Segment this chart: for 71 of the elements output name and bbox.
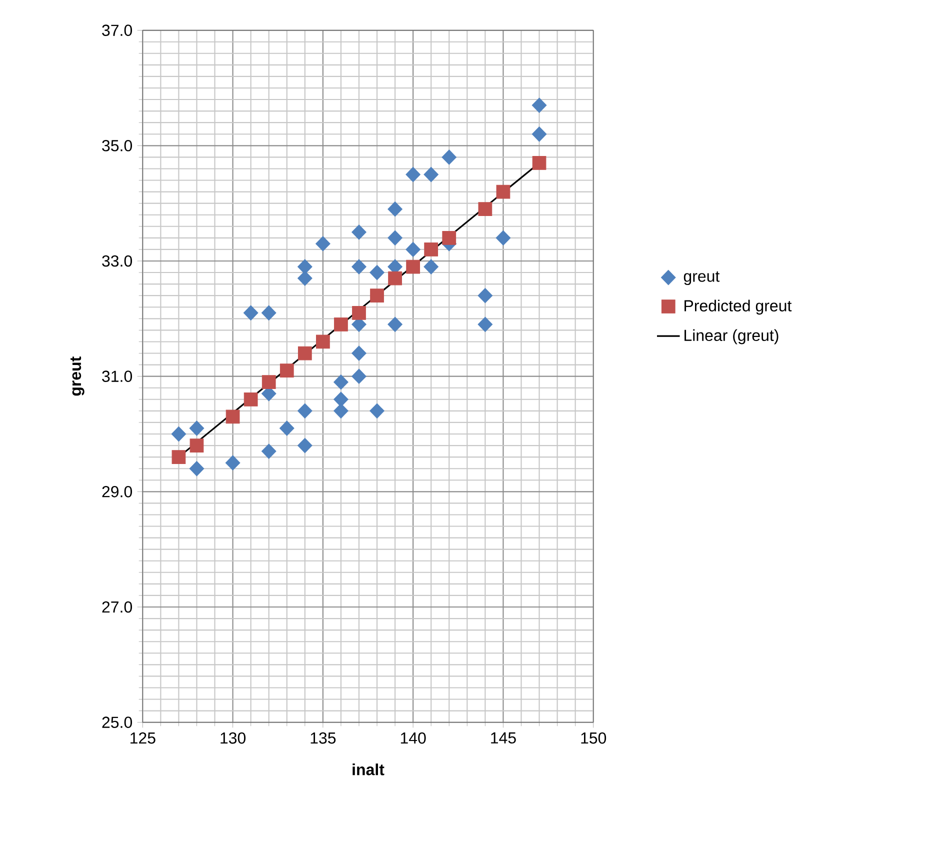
point <box>225 455 240 470</box>
point <box>334 392 348 407</box>
x-tick-label: 135 <box>310 732 336 744</box>
point <box>261 444 276 459</box>
point <box>532 98 547 113</box>
point <box>352 259 366 274</box>
point <box>261 305 276 320</box>
point <box>478 316 493 332</box>
y-axis-title: greut <box>70 356 84 396</box>
point <box>370 403 384 419</box>
legend-label: Linear (greut) <box>684 329 778 344</box>
point <box>496 184 510 199</box>
point <box>388 230 402 246</box>
legend-label: greut <box>684 271 720 286</box>
point <box>298 346 312 360</box>
point <box>478 288 493 304</box>
y-tick-label: 29.0 <box>102 486 132 498</box>
x-axis-title: inalt <box>352 764 384 776</box>
x-tick-label: 130 <box>220 732 246 744</box>
y-tick-label: 27.0 <box>102 601 132 613</box>
point <box>280 364 294 378</box>
point <box>297 270 312 286</box>
point <box>388 316 402 332</box>
point <box>442 150 457 165</box>
point <box>388 271 402 286</box>
point <box>334 403 348 419</box>
point <box>189 460 204 476</box>
y-tick-label: 33.0 <box>102 255 132 267</box>
point <box>406 166 420 182</box>
x-tick-label: 150 <box>581 732 606 744</box>
point <box>532 156 546 170</box>
point <box>262 375 276 390</box>
point <box>424 166 439 182</box>
point <box>279 420 294 436</box>
point <box>171 426 186 442</box>
point <box>297 438 312 454</box>
y-tick-label: 35.0 <box>102 140 132 152</box>
point <box>442 230 456 245</box>
point <box>190 438 204 452</box>
point <box>334 374 348 390</box>
y-tick-label: 25.0 <box>102 716 132 728</box>
point <box>172 450 186 464</box>
x-tick-label: 140 <box>400 732 426 744</box>
point <box>478 202 492 216</box>
x-tick-label: 125 <box>130 732 156 744</box>
point <box>189 420 204 436</box>
legend-label: Predicted greut <box>684 300 792 315</box>
point <box>226 410 240 424</box>
point <box>316 236 330 252</box>
point <box>334 317 348 332</box>
point <box>424 259 439 274</box>
point <box>243 305 258 320</box>
point <box>370 264 384 280</box>
point <box>352 224 366 240</box>
point <box>352 368 366 384</box>
y-tick-label: 37.0 <box>102 24 132 36</box>
point <box>370 288 384 303</box>
point <box>496 230 511 246</box>
point <box>424 242 438 256</box>
point <box>406 242 420 258</box>
point <box>532 126 547 142</box>
point <box>244 392 258 406</box>
point <box>352 346 366 361</box>
point <box>316 334 330 349</box>
point <box>388 201 402 217</box>
point <box>297 403 312 419</box>
point <box>406 260 420 274</box>
y-tick-label: 31.0 <box>102 370 132 382</box>
x-tick-label: 145 <box>491 732 516 744</box>
point <box>352 306 366 320</box>
point <box>297 259 312 274</box>
